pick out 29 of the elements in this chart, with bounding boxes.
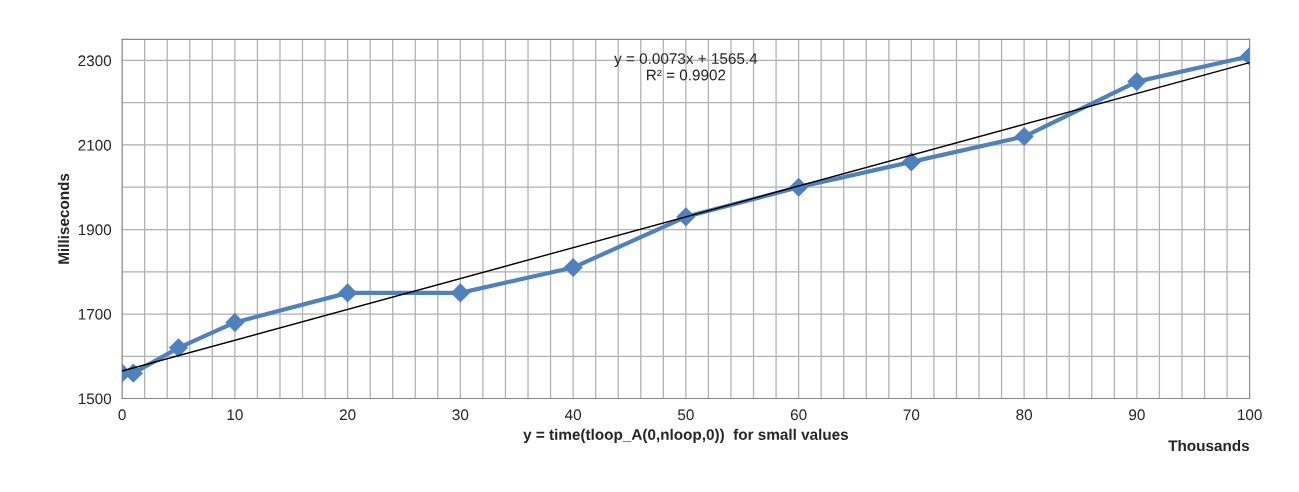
point <box>1014 127 1034 146</box>
point <box>451 283 470 303</box>
text: Thousands <box>1168 439 1250 452</box>
x-tick-label: 10 <box>227 409 243 421</box>
point <box>169 338 188 358</box>
y-tick-label: 2300 <box>78 55 112 67</box>
point <box>563 258 583 277</box>
x-tick-label: 90 <box>1129 409 1145 421</box>
annotation: y = 0.0073x + 1565.4 R² = 0.9902 <box>614 53 758 81</box>
y-axis-title: Milliseconds <box>57 173 70 264</box>
x-tick-label: 20 <box>339 409 356 421</box>
x-tick-label: 80 <box>1016 409 1033 421</box>
y-tick-label: 1500 <box>78 393 112 405</box>
point <box>1127 72 1147 91</box>
point <box>902 152 921 172</box>
x-tick-label: 70 <box>903 409 920 421</box>
point <box>225 313 245 332</box>
x-tick-label: 100 <box>1238 409 1262 421</box>
point <box>124 363 143 383</box>
x-tick-label: 60 <box>790 409 807 421</box>
y-tick-label: 2100 <box>78 139 112 151</box>
y-tick-label: 1700 <box>78 308 112 320</box>
point <box>338 283 357 303</box>
y-tick-label: 1900 <box>78 224 112 236</box>
x-tick-label: 50 <box>677 409 694 421</box>
x-axis-title: y = time(tloop_A(0,nloop,0)) for small values <box>523 428 849 443</box>
x-tick-label: 40 <box>564 409 582 421</box>
x-tick-label: 30 <box>452 409 469 421</box>
x-tick-label: 0 <box>118 409 126 421</box>
